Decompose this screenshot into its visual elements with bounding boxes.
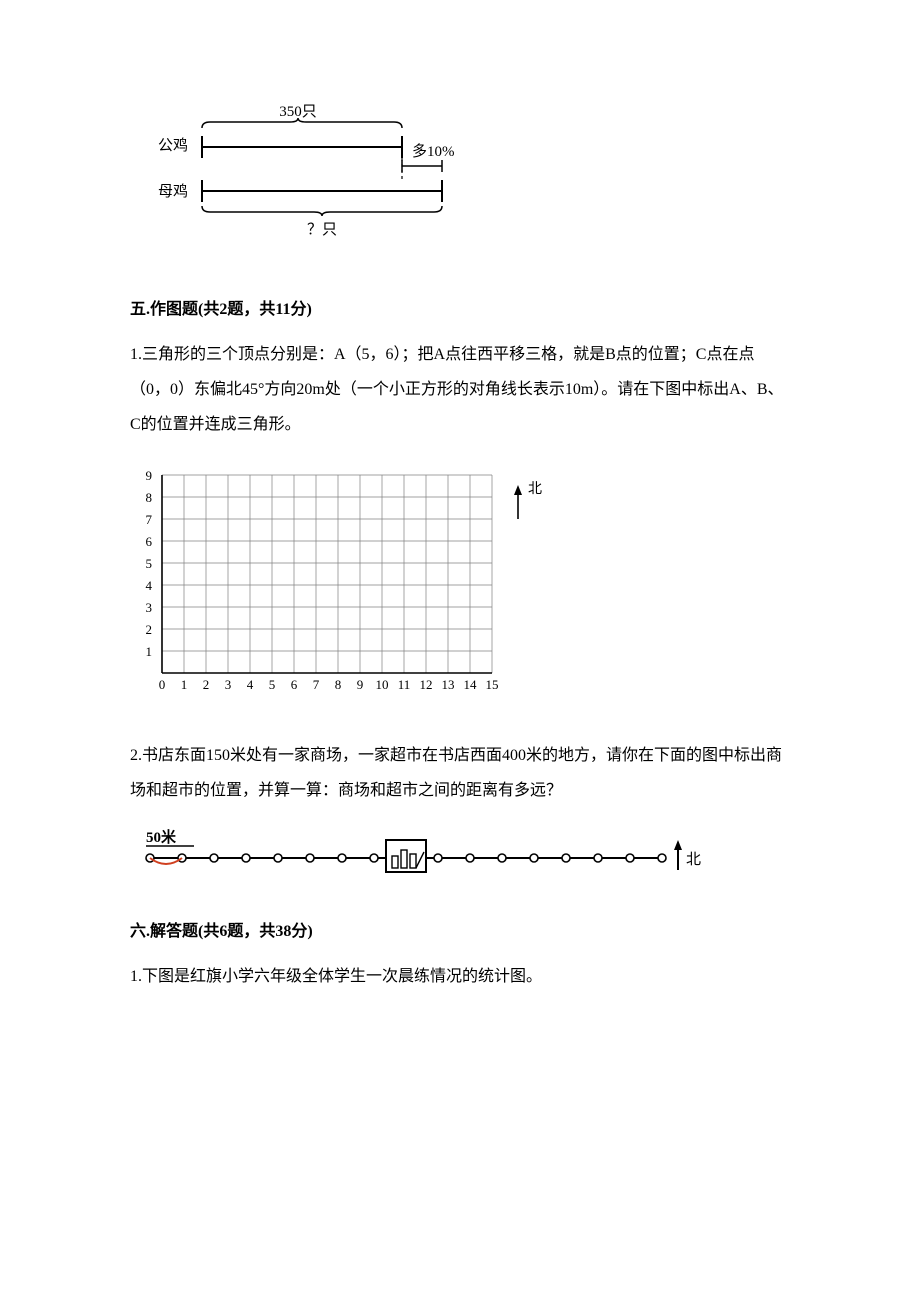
svg-text:50米: 50米 (146, 828, 177, 846)
svg-text:3: 3 (146, 600, 153, 615)
bar-diagram-svg: 350只 公鸡 多10% 母鸡 ？只 (138, 100, 468, 250)
label-hen: 母鸡 (158, 183, 188, 200)
bar-bottom-label: ？只 (307, 222, 337, 238)
bar-hen (202, 180, 442, 202)
svg-text:北: 北 (686, 851, 701, 868)
extra-bracket (402, 160, 442, 172)
svg-text:4: 4 (146, 578, 153, 593)
svg-text:1: 1 (181, 677, 188, 692)
label-rooster: 公鸡 (158, 137, 188, 154)
svg-text:0: 0 (159, 677, 166, 692)
numberline-figure: 50米北 (134, 828, 790, 889)
svg-text:7: 7 (146, 512, 153, 527)
svg-text:1: 1 (146, 644, 153, 659)
bar-diagram: 350只 公鸡 多10% 母鸡 ？只 (138, 100, 790, 255)
section-6-heading: 六.解答题(共6题，共38分) (130, 917, 790, 941)
svg-text:10: 10 (376, 677, 389, 692)
bar-top-label: 350只 (279, 104, 317, 120)
svg-text:9: 9 (146, 468, 153, 483)
svg-text:7: 7 (313, 677, 320, 692)
label-extra: 多10% (412, 143, 455, 160)
section-5-q1: 1.三角形的三个顶点分别是：A（5，6）；把A点往西平移三格，就是B点的位置；C… (130, 337, 790, 443)
svg-text:6: 6 (146, 534, 153, 549)
svg-text:3: 3 (225, 677, 232, 692)
svg-text:9: 9 (357, 677, 364, 692)
svg-text:4: 4 (247, 677, 254, 692)
svg-text:15: 15 (486, 677, 499, 692)
svg-text:13: 13 (442, 677, 455, 692)
grid-figure: 0123456789101112131415123456789北 (134, 463, 790, 708)
svg-text:2: 2 (146, 622, 153, 637)
grid-svg: 0123456789101112131415123456789北 (134, 463, 554, 703)
svg-text:北: 北 (528, 481, 542, 497)
svg-text:8: 8 (146, 490, 153, 505)
section-5-q2: 2.书店东面150米处有一家商场，一家超市在书店西面400米的地方，请你在下面的… (130, 738, 790, 808)
svg-text:14: 14 (464, 677, 478, 692)
section-5-heading: 五.作图题(共2题，共11分) (130, 295, 790, 319)
brace-bottom (202, 206, 442, 216)
svg-text:5: 5 (146, 556, 153, 571)
section-6-q1: 1.下图是红旗小学六年级全体学生一次晨练情况的统计图。 (130, 959, 790, 994)
svg-text:5: 5 (269, 677, 276, 692)
svg-text:12: 12 (420, 677, 433, 692)
svg-text:11: 11 (398, 677, 411, 692)
svg-text:8: 8 (335, 677, 342, 692)
bar-rooster (202, 136, 402, 158)
svg-text:2: 2 (203, 677, 210, 692)
numberline-svg: 50米北 (134, 828, 734, 884)
svg-text:6: 6 (291, 677, 298, 692)
